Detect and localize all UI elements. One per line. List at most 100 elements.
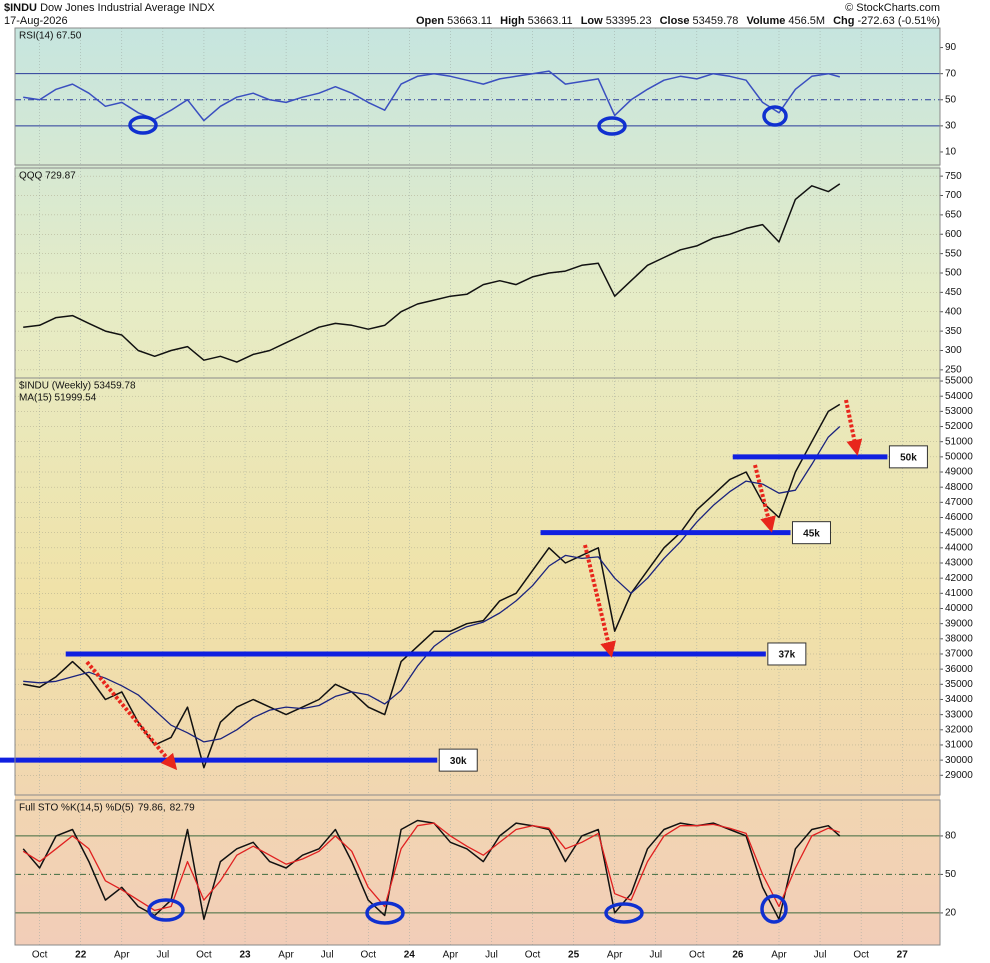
y-tick-label: 34000 <box>945 694 973 705</box>
y-tick-label: 40000 <box>945 603 973 614</box>
x-tick-label: Oct <box>360 950 376 961</box>
y-tick-label: 52000 <box>945 421 973 432</box>
circle <box>760 894 788 924</box>
y-tick-label: 43000 <box>945 558 973 569</box>
quote-label: Volume <box>746 15 785 27</box>
x-tick-label: Apr <box>771 950 787 961</box>
arrow <box>844 399 863 456</box>
y-tick-label: 54000 <box>945 391 973 402</box>
y-tick-label: 37000 <box>945 649 973 660</box>
y-tick-label: 47000 <box>945 497 973 508</box>
legend-entry: 82.79 <box>170 803 195 814</box>
x-tick-label: 23 <box>239 950 251 961</box>
panel-border <box>14 799 941 946</box>
circle <box>762 105 788 127</box>
y-tick-label: 750 <box>945 171 962 182</box>
x-tick-label: Apr <box>443 950 459 961</box>
y-tick-label: 700 <box>945 190 962 201</box>
circle <box>147 898 185 922</box>
y-tick-label: 80 <box>945 831 957 842</box>
y-tick-label: 550 <box>945 248 962 259</box>
panel-title: QQQ 729.87 <box>19 171 76 182</box>
x-tick-label: Oct <box>525 950 541 961</box>
y-tick-label: 36000 <box>945 664 973 675</box>
y-tick-label: 46000 <box>945 512 973 523</box>
quote-value: 53459.78 <box>693 15 739 27</box>
y-tick-label: 49000 <box>945 467 973 478</box>
symbol: $INDU <box>4 2 37 14</box>
annotations <box>85 105 863 925</box>
x-tick-label: 24 <box>404 950 416 961</box>
panel-border <box>14 27 941 166</box>
level-label-box <box>767 642 807 666</box>
y-tick-label: 350 <box>945 326 962 337</box>
level-label-box <box>791 521 831 545</box>
x-tick-label: Jul <box>649 950 662 961</box>
copyright: © StockCharts.com <box>845 2 940 14</box>
plots: 10 30 50 70 90 RSI(14) 67.50 250 300 350 400 450 50… <box>0 27 973 961</box>
plot-background <box>15 28 940 945</box>
y-tick-label: 500 <box>945 268 962 279</box>
x-tick-label: 26 <box>732 950 744 961</box>
arrow <box>583 544 616 658</box>
y-tick-label: 35000 <box>945 679 973 690</box>
y-tick-label: 400 <box>945 306 962 317</box>
y-tick-label: 50 <box>945 869 957 880</box>
y-tick-label: 10 <box>945 147 957 158</box>
header-date: 17-Aug-2026 <box>4 15 68 27</box>
x-tick-label: Apr <box>607 950 623 961</box>
y-tick-label: 41000 <box>945 588 973 599</box>
y-tick-label: 44000 <box>945 542 973 553</box>
arrow <box>753 464 776 533</box>
y-tick-label: 70 <box>945 68 957 79</box>
series-line <box>22 822 841 912</box>
y-tick-label: 50000 <box>945 451 973 462</box>
legend-entry: $INDU (Weekly) 53459.78 <box>19 381 136 392</box>
panel-border <box>14 377 941 796</box>
panel-title: Full STO %K(14,5) %D(5) <box>19 803 134 814</box>
y-tick-label: 32000 <box>945 724 973 735</box>
y-tick-label: 30000 <box>945 755 973 766</box>
x-tick-label: Jul <box>156 950 169 961</box>
series-line <box>23 403 841 769</box>
y-tick-label: 38000 <box>945 633 973 644</box>
y-tick-label: 90 <box>945 42 957 53</box>
level-label: 37k <box>778 650 795 661</box>
quote-value: 53663.11 <box>528 15 573 27</box>
level-label: 45k <box>803 528 820 539</box>
header-symbol: $INDU Dow Jones Industrial Average INDX <box>4 2 215 14</box>
y-tick-label: 50 <box>945 94 957 105</box>
x-tick-label: Jul <box>485 950 498 961</box>
quote-label: Chg <box>833 15 854 27</box>
y-tick-label: 53000 <box>945 406 973 417</box>
exchange: INDX <box>188 2 215 14</box>
level-label: 30k <box>450 756 467 767</box>
quote-line: Open 53663.11 High 53663.11 Low 53395.23 Close… <box>416 15 940 27</box>
y-tick-label: 31000 <box>945 740 973 751</box>
quote-value: 53395.23 <box>606 15 652 27</box>
level-label-box <box>888 445 928 469</box>
y-tick-label: 39000 <box>945 618 973 629</box>
y-tick-label: 29000 <box>945 770 973 781</box>
x-tick-label: Apr <box>114 950 130 961</box>
y-tick-label: 33000 <box>945 709 973 720</box>
level-label-box <box>438 748 478 772</box>
y-tick-label: 48000 <box>945 482 973 493</box>
series-line <box>23 426 841 743</box>
panel-title: RSI(14) 67.50 <box>19 31 82 42</box>
x-tick-label: Jul <box>814 950 827 961</box>
legend-entry: 79.86, <box>138 803 166 814</box>
circle <box>128 115 158 135</box>
level-label: 50k <box>900 452 917 463</box>
x-tick-label: Oct <box>689 950 705 961</box>
series-line <box>23 70 841 122</box>
y-tick-label: 30 <box>945 120 957 131</box>
y-tick-label: 51000 <box>945 436 973 447</box>
y-tick-label: 450 <box>945 287 962 298</box>
circle <box>597 116 627 136</box>
circle <box>604 902 644 924</box>
x-tick-label: Oct <box>853 950 869 961</box>
quote-label: High <box>500 15 525 27</box>
